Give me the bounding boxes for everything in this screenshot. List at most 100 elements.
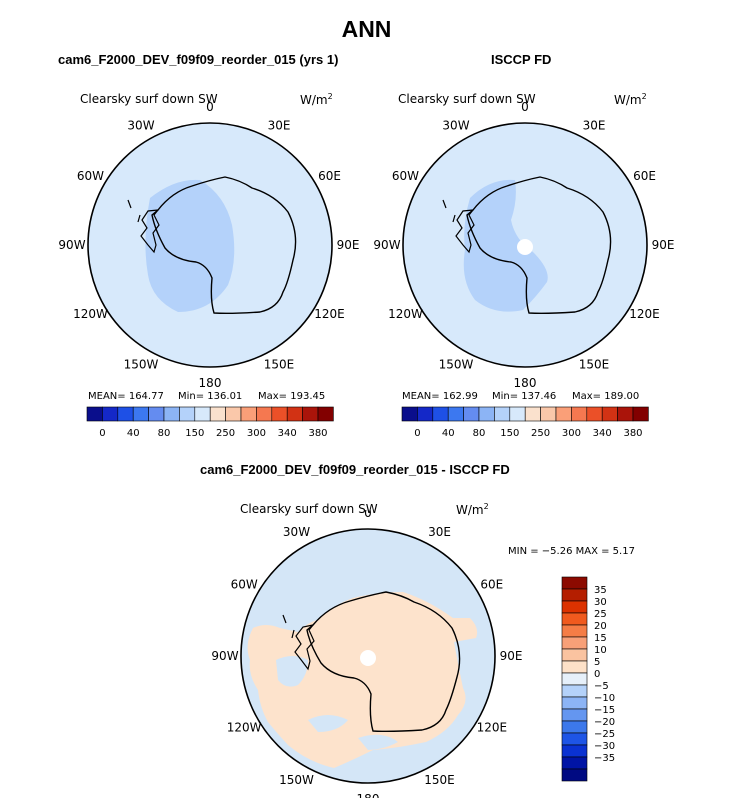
- lon-label: 0: [206, 100, 214, 114]
- colorbar-box: [561, 588, 588, 602]
- panel2-title: ISCCP FD: [491, 52, 552, 67]
- colorbar-box: [317, 406, 334, 422]
- colorbar-box: [194, 406, 211, 422]
- colorbar-tick-label: 20: [594, 621, 607, 632]
- colorbar-box: [632, 406, 649, 422]
- panel3-map: 0 30E 60E 90E 120E 150E 180 150W 120W 90W 60W 30W: [211, 510, 523, 798]
- panel2-min: Min= 137.46: [492, 391, 557, 402]
- colorbar-tick-label: −20: [594, 717, 615, 728]
- colorbar-box: [447, 406, 464, 422]
- colorbar-tick-label: −25: [594, 729, 615, 740]
- panel3-minmax: MIN = −5.26 MAX = 5.17: [508, 546, 635, 557]
- colorbar-tick-label: 300: [247, 428, 266, 439]
- colorbar-box: [561, 696, 588, 710]
- lon-label: 0: [364, 510, 372, 520]
- lon-label: 90W: [373, 238, 400, 252]
- colorbar-box: [524, 406, 541, 422]
- colorbar-tick-label: 380: [308, 428, 327, 439]
- colorbar-box: [271, 406, 288, 422]
- panel3-peninsula: [282, 614, 315, 671]
- colorbar-box: [561, 660, 588, 674]
- lon-label: 150W: [279, 773, 314, 787]
- panel2-variable: Clearsky surf down SW: [398, 92, 536, 106]
- lon-label: 90E: [500, 649, 523, 663]
- panel2-outer-circle: [402, 122, 648, 368]
- colorbar-box: [86, 406, 103, 422]
- lon-label: 0: [521, 100, 529, 114]
- lon-label: 60E: [480, 578, 503, 592]
- lon-label: 60E: [633, 169, 656, 183]
- colorbar-tick-label: 35: [594, 585, 607, 596]
- panel1-interior-region: [145, 179, 235, 312]
- lon-label: 180: [514, 376, 537, 390]
- colorbar-box: [561, 636, 588, 650]
- colorbar-box: [302, 406, 319, 422]
- colorbar-box: [561, 720, 588, 734]
- colorbar-box: [225, 406, 242, 422]
- colorbar-tick-label: 0: [594, 669, 600, 680]
- colorbar-tick-label: 380: [623, 428, 642, 439]
- panel3-antarctica-outline: [306, 591, 461, 733]
- lon-label: 30W: [442, 118, 469, 132]
- lon-label: 30E: [268, 118, 291, 132]
- panel2-map: 0 30E 60E 90E 120E 150E 180 150W 120W 90W 60W 30W: [373, 100, 675, 390]
- lon-label: 120E: [314, 307, 345, 321]
- colorbar-tick-label: 80: [158, 428, 171, 439]
- colorbar-box: [509, 406, 526, 422]
- lon-label: 120W: [227, 721, 262, 735]
- colorbar-box: [561, 648, 588, 662]
- colorbar-tick-label: 40: [442, 428, 455, 439]
- colorbar-box: [561, 768, 588, 782]
- panel1-units: W/m2: [300, 92, 333, 107]
- colorbar-tick-label: 30: [594, 597, 607, 608]
- lon-label: 30W: [127, 118, 154, 132]
- colorbar-box: [561, 600, 588, 614]
- panel3-positive-region: [247, 592, 478, 768]
- colorbar-tick-label: 250: [531, 428, 550, 439]
- lon-label: 150E: [579, 358, 610, 372]
- colorbar-box: [478, 406, 495, 422]
- colorbar-tick-label: 80: [473, 428, 486, 439]
- colorbar-box: [617, 406, 634, 422]
- colorbar-box: [601, 406, 618, 422]
- colorbar-box: [561, 624, 588, 638]
- panel3-variable: Clearsky surf down SW: [240, 502, 378, 516]
- colorbar-box: [148, 406, 165, 422]
- lon-label: 60W: [392, 169, 419, 183]
- panel3-title: cam6_F2000_DEV_f09f09_reorder_015 - ISCC…: [200, 462, 510, 477]
- panel2-peninsula: [442, 199, 475, 254]
- lon-label: 90E: [652, 238, 675, 252]
- panel3-negative-patch: [276, 656, 398, 750]
- lon-label: 60W: [77, 169, 104, 183]
- lon-label: 90W: [58, 238, 85, 252]
- panel1-colorbar: 0 40 80 150 250 300 340 380: [86, 406, 334, 439]
- lon-label: 60W: [231, 578, 258, 592]
- colorbar-tick-label: 250: [216, 428, 235, 439]
- colorbar-box: [494, 406, 511, 422]
- lon-label: 150W: [124, 358, 159, 372]
- lon-label: 120W: [73, 307, 108, 321]
- panel2-mean: MEAN= 162.99: [402, 391, 478, 402]
- colorbar-box: [132, 406, 149, 422]
- panel1-variable: Clearsky surf down SW: [80, 92, 218, 106]
- panel1-antarctica-outline: [151, 176, 297, 315]
- colorbar-tick-label: 5: [594, 657, 600, 668]
- colorbar-tick-label: 300: [562, 428, 581, 439]
- lon-label: 150W: [439, 358, 474, 372]
- colorbar-tick-label: 0: [414, 428, 420, 439]
- lon-label: 180: [357, 792, 380, 798]
- colorbar-box: [586, 406, 603, 422]
- colorbar-box: [102, 406, 119, 422]
- panel3-polar-hole: [360, 650, 376, 666]
- lon-label: 180: [199, 376, 222, 390]
- colorbar-tick-label: −35: [594, 753, 615, 764]
- colorbar-tick-label: 25: [594, 609, 607, 620]
- lon-label: 120W: [388, 307, 423, 321]
- panel2-polar-hole: [517, 239, 533, 255]
- panel2-antarctica-outline: [466, 176, 612, 315]
- colorbar-box: [286, 406, 303, 422]
- panel2-colorbar: 0 40 80 150 250 300 340 380: [401, 406, 649, 439]
- panel3-outer-circle: [240, 528, 496, 784]
- colorbar-box: [117, 406, 134, 422]
- colorbar-box: [240, 406, 257, 422]
